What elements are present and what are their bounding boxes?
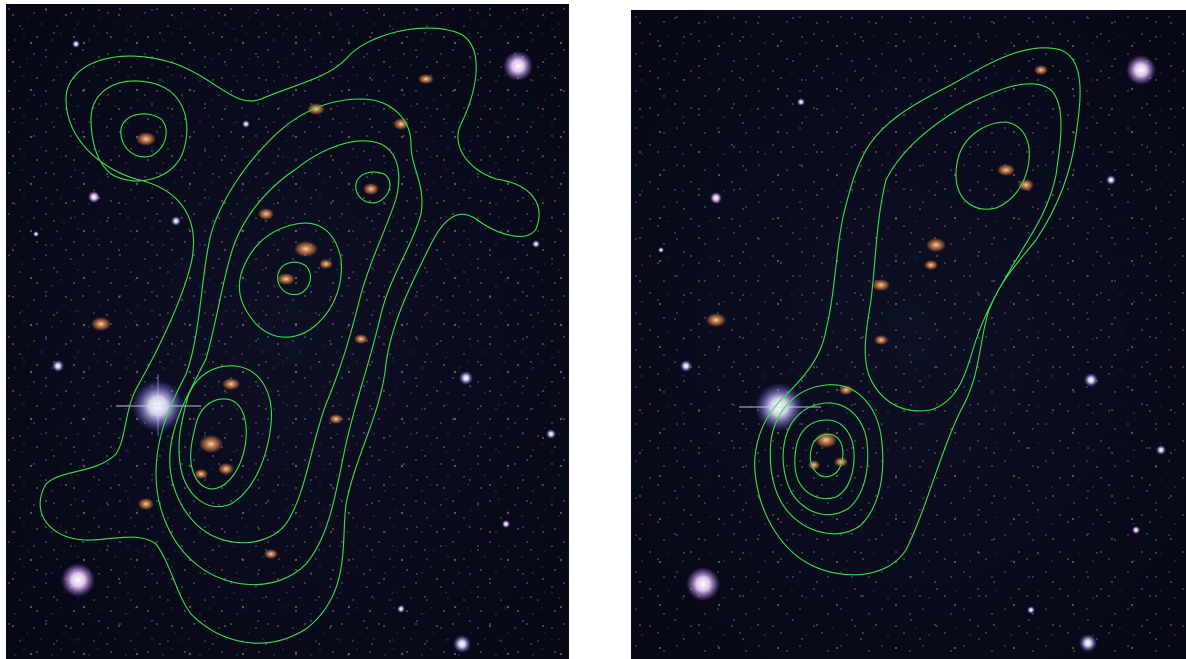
- contour-level-3a: [955, 121, 1030, 210]
- contour-level-3b: [169, 140, 400, 544]
- cluster-galaxies: [91, 74, 434, 559]
- right-image: [631, 10, 1186, 659]
- contour-level-4b: [794, 419, 855, 500]
- contour-level-4b: [238, 222, 342, 338]
- contour-level-5b: [277, 261, 312, 296]
- faint-galaxy-field-2: [631, 10, 1186, 659]
- contour-level-5d: [190, 398, 247, 490]
- faint-galaxy-field-2: [6, 4, 569, 659]
- contour-level-1: [754, 47, 1081, 576]
- contour-level-2a: [864, 83, 1062, 412]
- contour-level-3b: [782, 402, 869, 516]
- contour-level-2a: [90, 80, 188, 182]
- density-contours: [754, 47, 1081, 576]
- density-contours: [39, 27, 540, 644]
- contour-level-4d: [178, 365, 272, 508]
- contour-level-5b: [809, 433, 844, 478]
- contour-level-4c: [355, 171, 391, 204]
- left-image: [6, 4, 569, 659]
- cluster-galaxies: [706, 65, 1048, 470]
- right-image-panel: [631, 10, 1186, 659]
- contour-level-1: [39, 27, 540, 644]
- contour-level-2b: [769, 384, 884, 535]
- contour-level-2b: [155, 98, 423, 586]
- left-image-panel: [6, 4, 569, 659]
- contour-level-3a: [120, 113, 167, 158]
